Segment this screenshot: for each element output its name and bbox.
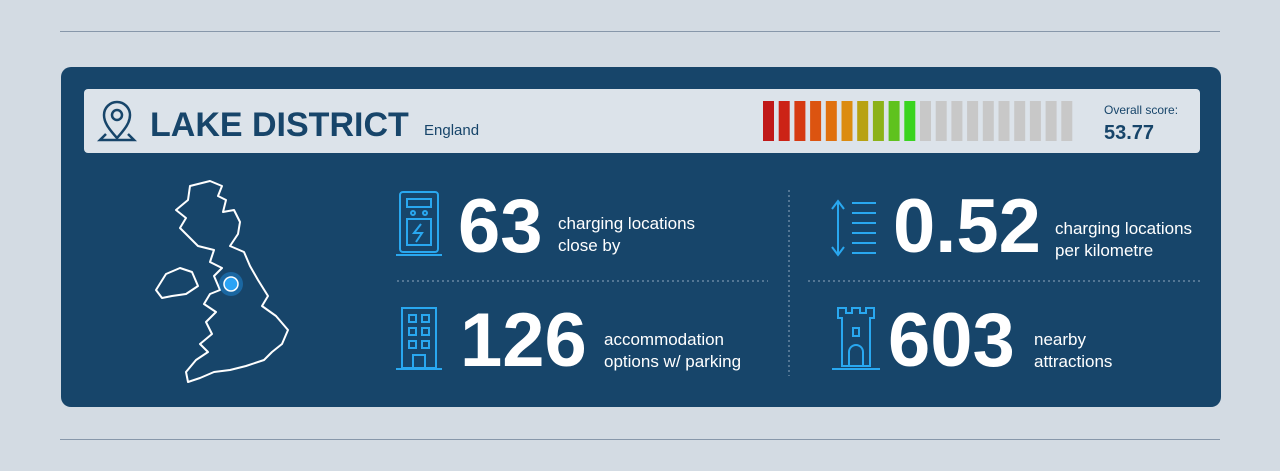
stat-label: options w/ parking: [604, 352, 741, 371]
stat-label: per kilometre: [1055, 241, 1153, 260]
score-segment: [920, 101, 931, 141]
score-segment: [857, 101, 869, 141]
score-segment: [872, 101, 884, 141]
score-label: Overall score:: [1104, 103, 1178, 117]
score-segment: [998, 101, 1010, 141]
score-segment: [967, 101, 979, 141]
score-segment: [841, 101, 853, 141]
score-segment: [1029, 101, 1041, 141]
score-segment: [888, 101, 900, 141]
castle-icon: [832, 307, 880, 370]
stat-number: 0.52: [893, 184, 1041, 269]
score-segment: [1014, 101, 1026, 141]
uk-map: [155, 180, 289, 383]
score-segment: [794, 101, 806, 141]
distance-icon: [831, 199, 876, 257]
stat-label: charging locations: [1055, 219, 1192, 238]
score-segment: [951, 101, 963, 141]
stat-number: 126: [460, 298, 587, 383]
title: LAKE DISTRICT: [150, 106, 409, 144]
region: England: [424, 122, 479, 139]
score-segment: [825, 101, 837, 141]
score-value: 53.77: [1104, 122, 1154, 144]
stat-label: nearby: [1034, 330, 1086, 349]
stat-label: accommodation: [604, 330, 724, 349]
stat-label: attractions: [1034, 352, 1112, 371]
score-segment: [982, 101, 994, 141]
score-segment: [778, 101, 790, 141]
score-segment: [904, 101, 916, 141]
score-segment: [810, 101, 822, 141]
score-segment: [1045, 101, 1057, 141]
score-segment: [935, 101, 947, 141]
pin-icon: [96, 100, 138, 142]
score-segment: [763, 101, 774, 141]
score-bar: [763, 101, 1073, 141]
score-segment: [1061, 101, 1073, 141]
charger-icon: [396, 191, 442, 256]
stats: 63 charging locations close by 0.52 charging…: [458, 184, 1192, 383]
stat-number: 63: [458, 184, 543, 269]
stat-label: close by: [558, 236, 621, 255]
hotel-icon: [396, 307, 442, 370]
stat-label: charging locations: [558, 214, 695, 233]
location-dot: [223, 276, 239, 292]
stat-number: 603: [888, 298, 1015, 383]
